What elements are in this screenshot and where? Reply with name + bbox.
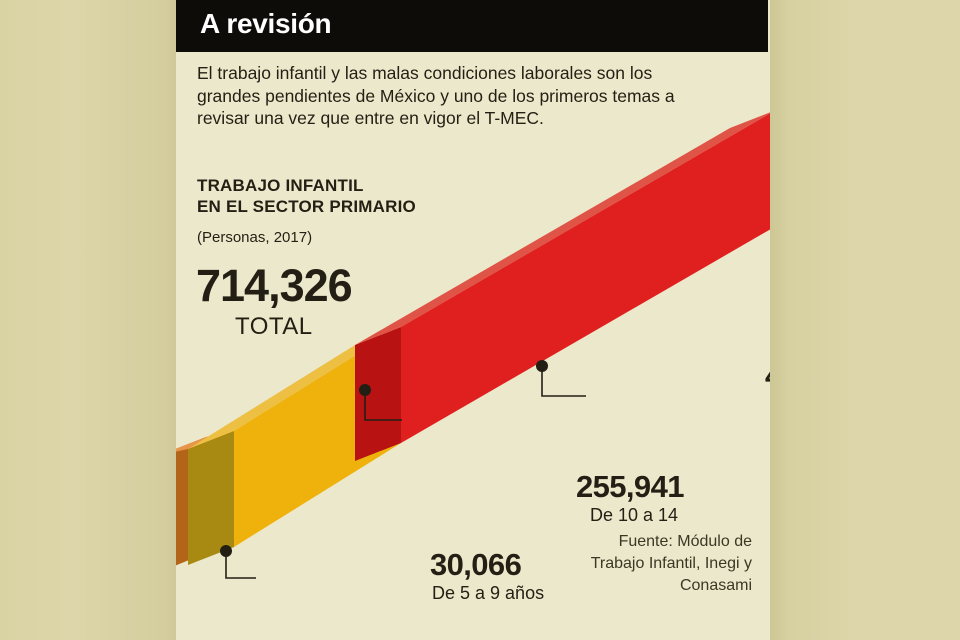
leader-5-9: [220, 545, 256, 579]
leader-dot-5-9: [220, 545, 232, 557]
bar-segment-10-14-top: [188, 327, 401, 449]
bar-segment-15-17: [355, 112, 770, 461]
callout-5-9: 30,066 De 5 a 9 años: [430, 548, 544, 604]
chart-kicker: TRABAJO INFANTIL EN EL SECTOR PRIMARIO: [197, 175, 416, 217]
leader-dot-10-14: [359, 384, 371, 396]
bar-segment-15-17-front: [401, 113, 770, 443]
total-value: 714,326: [196, 260, 353, 311]
callout-15-17-value: 428,319: [765, 359, 770, 393]
bar-segment-15-17-cap: [355, 327, 401, 461]
deck-paragraph: El trabajo infantil y las malas condicio…: [197, 63, 675, 128]
infographic-card: A revisión El trabajo infantil y las mal…: [176, 0, 770, 640]
backdrop-left: [0, 0, 180, 640]
bar-segment-15-17-top: [355, 112, 770, 345]
callout-10-14-value: 255,941: [576, 469, 684, 504]
callout-15-17: 428,319 De 15 a 17: [765, 359, 770, 415]
chart-kicker-line1: TRABAJO INFANTIL: [197, 176, 364, 195]
header-bar: A revisión: [176, 0, 768, 52]
source-credit: Fuente: Módulo de Trabajo Infantil, Ineg…: [590, 533, 752, 594]
callout-5-9-label: De 5 a 9 años: [432, 583, 545, 603]
leader-dot-15-17: [536, 360, 548, 372]
callout-10-14-label: De 10 a 14: [590, 505, 679, 525]
chart-kicker-line2: EN EL SECTOR PRIMARIO: [197, 197, 416, 216]
leader-15-17: [536, 360, 586, 397]
backdrop-right: [770, 0, 960, 640]
total-label: TOTAL: [235, 313, 313, 340]
bar-segment-10-14-cap: [188, 431, 234, 565]
chart-units: (Personas, 2017): [197, 229, 313, 246]
callout-5-9-value: 30,066: [430, 547, 522, 582]
isometric-bar-chart: [176, 112, 770, 579]
callout-10-14: 255,941 De 10 a 14: [576, 470, 684, 526]
page-title: A revisión: [200, 8, 332, 39]
leader-10-14: [359, 384, 402, 421]
